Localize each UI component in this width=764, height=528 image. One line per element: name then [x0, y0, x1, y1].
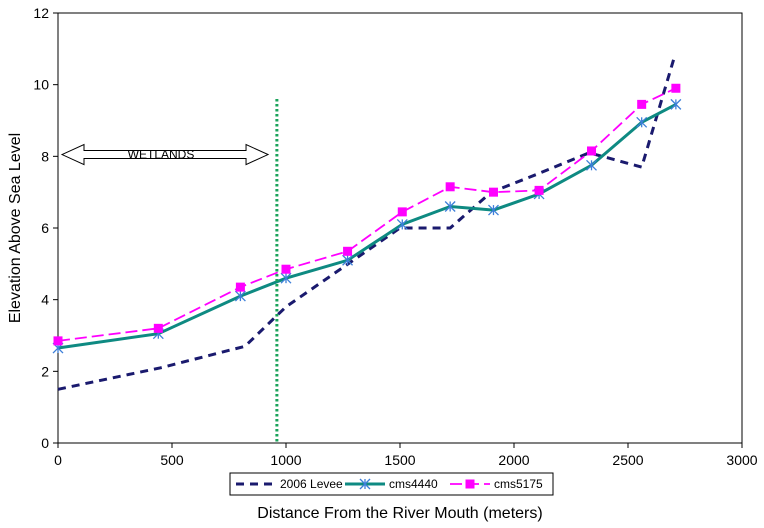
annotation-layer: WETLANDS	[62, 99, 277, 443]
series-2006-levee	[58, 60, 674, 390]
data-point-marker	[489, 188, 497, 196]
data-point-marker	[638, 100, 646, 108]
data-point-marker	[672, 84, 680, 92]
data-point-marker	[236, 283, 244, 291]
series-line	[58, 88, 676, 341]
y-tick-label: 0	[41, 435, 49, 451]
legend: 2006 Levee cms4440 cms5175	[230, 473, 553, 495]
data-point-marker	[671, 99, 681, 109]
series-layer	[53, 60, 681, 390]
y-tick-label: 10	[33, 77, 49, 93]
x-tick-label: 3000	[726, 452, 757, 468]
plot-frame	[58, 13, 742, 443]
y-tick-label: 4	[41, 292, 49, 308]
series-line	[58, 60, 674, 390]
y-tick-label: 6	[41, 220, 49, 236]
data-point-marker	[54, 337, 62, 345]
data-point-marker	[466, 480, 474, 488]
y-tick-label: 12	[33, 5, 49, 21]
data-point-marker	[446, 183, 454, 191]
legend-label: cms5175	[494, 477, 543, 491]
y-axis: 0 2 4 6 8 10 12	[33, 5, 58, 451]
data-point-marker	[587, 160, 597, 170]
legend-label: cms4440	[389, 477, 438, 491]
x-tick-label: 500	[160, 452, 184, 468]
data-point-marker	[344, 247, 352, 255]
x-tick-label: 2000	[498, 452, 529, 468]
series-cms4440	[53, 99, 681, 353]
plot-area	[58, 13, 742, 443]
data-point-marker	[154, 324, 162, 332]
x-axis: 0 500 1000 1500 2000 2500 3000	[54, 443, 758, 468]
y-tick-label: 8	[41, 148, 49, 164]
legend-label: 2006 Levee	[280, 477, 343, 491]
data-point-marker	[535, 186, 543, 194]
wetlands-label: WETLANDS	[128, 148, 195, 162]
x-tick-label: 0	[54, 452, 62, 468]
data-point-marker	[637, 117, 647, 127]
series-cms5175	[54, 84, 680, 345]
x-axis-title: Distance From the River Mouth (meters)	[257, 505, 542, 522]
series-line	[58, 104, 676, 348]
x-tick-label: 2500	[612, 452, 643, 468]
data-point-marker	[588, 147, 596, 155]
data-point-marker	[282, 265, 290, 273]
y-axis-title: Elevation Above Sea Level	[7, 133, 24, 323]
x-tick-label: 1500	[384, 452, 415, 468]
y-tick-label: 2	[41, 363, 49, 379]
x-tick-label: 1000	[270, 452, 301, 468]
data-point-marker	[398, 208, 406, 216]
